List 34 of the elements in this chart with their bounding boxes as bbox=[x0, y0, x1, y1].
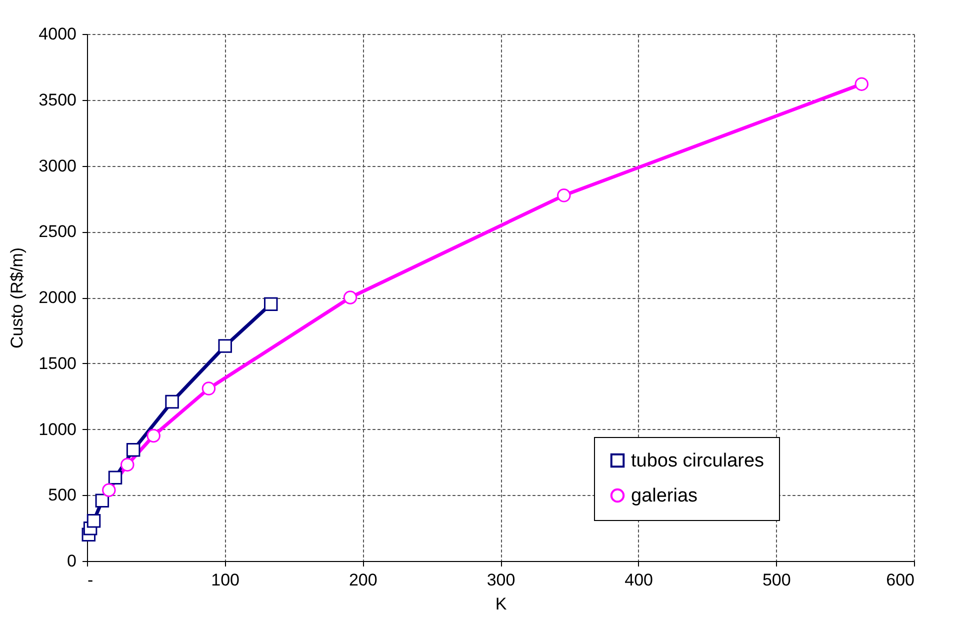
x-tick-label: 100 bbox=[211, 570, 240, 590]
x-tick-label: 600 bbox=[886, 570, 914, 590]
point bbox=[102, 483, 116, 497]
y-tick-label: 4000 bbox=[38, 24, 76, 44]
y-axis-title: Custo (R$/m) bbox=[8, 247, 27, 349]
y-tick-label: 1000 bbox=[38, 420, 76, 439]
point bbox=[108, 470, 122, 484]
y-tick-label: 0 bbox=[67, 552, 76, 570]
y-tick-label: 3500 bbox=[38, 90, 76, 110]
point bbox=[343, 290, 358, 304]
point bbox=[165, 394, 179, 409]
x-tick-label: - bbox=[88, 570, 94, 590]
x-tick-label: 300 bbox=[486, 570, 516, 590]
point bbox=[126, 443, 140, 457]
point bbox=[854, 77, 868, 91]
y-tick-label: 3000 bbox=[38, 156, 76, 176]
point bbox=[557, 188, 571, 202]
x-axis-title: K bbox=[495, 594, 508, 614]
point bbox=[95, 494, 110, 508]
point bbox=[146, 428, 160, 443]
y-tick-label: 2500 bbox=[38, 222, 76, 242]
legend-label: tubos circulares bbox=[631, 450, 764, 472]
x-tick-label: 400 bbox=[624, 570, 654, 590]
point bbox=[86, 514, 101, 528]
y-tick-label: 500 bbox=[48, 486, 76, 505]
x-tick-label: 200 bbox=[348, 570, 378, 590]
y-tick-label: 1500 bbox=[38, 354, 76, 373]
legend-label: galerias bbox=[631, 486, 698, 506]
point bbox=[120, 458, 134, 472]
y-tick-label: 2000 bbox=[38, 288, 76, 307]
x-tick-label: 500 bbox=[762, 570, 791, 590]
point bbox=[218, 339, 232, 353]
point bbox=[202, 382, 216, 396]
point bbox=[264, 297, 278, 311]
